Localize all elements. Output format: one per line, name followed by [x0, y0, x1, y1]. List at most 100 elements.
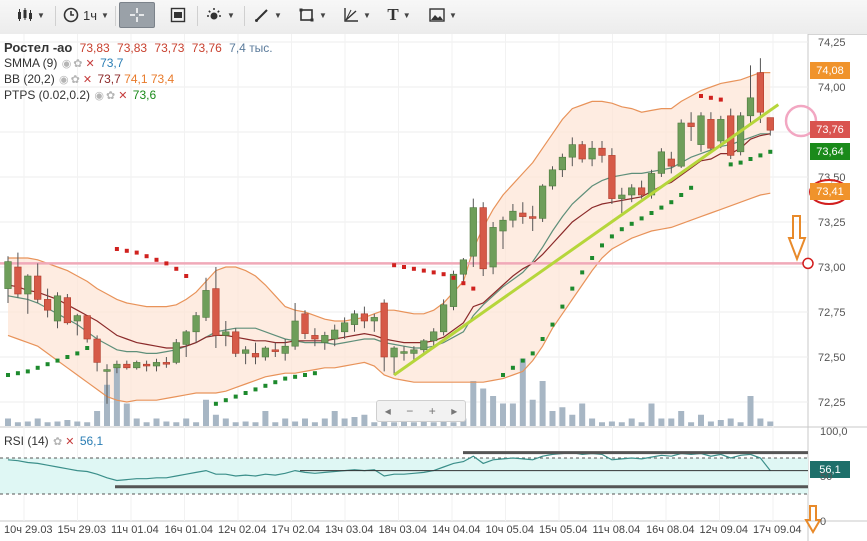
candle[interactable] [439, 304, 448, 333]
candle[interactable] [311, 335, 319, 340]
candle[interactable] [331, 329, 339, 340]
gear-icon[interactable]: ✿ [106, 90, 116, 102]
trend-line[interactable] [393, 103, 780, 377]
candle[interactable] [4, 261, 12, 289]
candle[interactable] [152, 362, 161, 367]
text-tool-button[interactable]: T ▼ [380, 2, 418, 28]
candle[interactable] [123, 363, 131, 369]
candle[interactable] [578, 144, 586, 160]
candle[interactable] [756, 72, 764, 113]
candle[interactable] [618, 194, 626, 199]
candle[interactable] [182, 331, 190, 345]
candle[interactable] [340, 322, 349, 333]
crosshair-button[interactable] [119, 2, 155, 28]
candle[interactable] [261, 347, 270, 358]
candle[interactable] [637, 187, 646, 196]
candle[interactable] [608, 155, 616, 199]
gear-icon[interactable]: ✿ [73, 58, 83, 70]
candle[interactable] [766, 117, 774, 131]
candle[interactable] [489, 227, 497, 268]
candle[interactable] [271, 349, 279, 352]
candle[interactable] [350, 313, 359, 325]
eye-icon[interactable]: ◉ [59, 74, 69, 86]
candle[interactable] [657, 151, 665, 174]
candle[interactable] [697, 115, 705, 145]
candle[interactable] [746, 97, 755, 117]
candle[interactable] [301, 313, 309, 334]
candle[interactable] [667, 158, 675, 167]
zoom-in-button[interactable]: + [428, 404, 436, 418]
close-icon[interactable]: ✕ [85, 58, 95, 70]
scroll-left-button[interactable]: ◂ [384, 404, 391, 418]
candle[interactable] [538, 185, 547, 219]
candle[interactable] [410, 349, 418, 354]
candle[interactable] [548, 169, 557, 187]
candle[interactable] [172, 342, 180, 363]
shape-button[interactable]: ▼ [294, 2, 332, 28]
candle[interactable] [251, 353, 260, 358]
candle[interactable] [677, 122, 685, 167]
candle[interactable] [291, 320, 299, 347]
fibonacci-button[interactable]: ▼ [338, 2, 376, 28]
image-button[interactable]: ▼ [424, 2, 462, 28]
candle[interactable] [628, 187, 636, 196]
candle[interactable] [390, 347, 398, 358]
candle[interactable] [717, 119, 725, 142]
candle[interactable] [83, 315, 91, 340]
close-icon[interactable]: ✕ [65, 436, 75, 448]
candle[interactable] [212, 288, 220, 336]
candle[interactable] [380, 302, 388, 358]
interval-button[interactable]: 1ч ▼ [60, 2, 112, 28]
candle[interactable] [568, 144, 576, 158]
candle[interactable] [598, 147, 606, 156]
candle[interactable] [63, 297, 71, 324]
chart-type-button[interactable]: ▼ [10, 2, 52, 28]
candle[interactable] [103, 369, 111, 372]
candle[interactable] [113, 363, 121, 369]
candle[interactable] [73, 315, 81, 322]
candle[interactable] [143, 363, 151, 367]
candle[interactable] [232, 331, 240, 354]
candle[interactable] [519, 212, 527, 217]
price-chart[interactable]: 74,2574,0073,7573,5073,2573,0072,7572,50… [0, 34, 867, 541]
candle[interactable] [43, 299, 52, 311]
candle[interactable] [687, 122, 695, 127]
candle[interactable] [162, 362, 171, 365]
candle[interactable] [479, 207, 487, 270]
candle[interactable] [469, 207, 477, 257]
candle[interactable] [321, 335, 329, 343]
candle[interactable] [449, 273, 458, 307]
candle[interactable] [242, 349, 250, 354]
candle[interactable] [202, 290, 210, 318]
candle[interactable] [360, 313, 369, 322]
candle[interactable] [558, 156, 566, 171]
candle[interactable] [707, 119, 715, 149]
candle[interactable] [53, 295, 62, 322]
candle[interactable] [509, 210, 517, 221]
candle[interactable] [133, 362, 141, 369]
candle[interactable] [459, 259, 468, 275]
zoom-out-button[interactable]: − [406, 404, 414, 418]
close-icon[interactable]: ✕ [82, 74, 93, 86]
candle[interactable] [370, 317, 378, 322]
indicators-button[interactable]: ▼ [200, 2, 240, 28]
candle[interactable] [281, 345, 289, 354]
candle[interactable] [529, 216, 537, 219]
candle[interactable] [14, 266, 22, 295]
close-icon[interactable]: ✕ [118, 90, 128, 102]
candle[interactable] [420, 340, 428, 351]
gear-icon[interactable]: ✿ [53, 436, 63, 448]
gear-icon[interactable]: ✿ [70, 74, 80, 86]
frame-button[interactable] [161, 2, 195, 28]
candle[interactable] [588, 147, 596, 160]
draw-line-button[interactable]: ▼ [250, 2, 286, 28]
scroll-right-button[interactable]: ▸ [451, 404, 458, 418]
eye-icon[interactable]: ◉ [94, 90, 104, 102]
candle[interactable] [222, 331, 230, 336]
candle[interactable] [93, 338, 101, 363]
candle[interactable] [192, 315, 200, 333]
candle[interactable] [430, 331, 438, 342]
candle[interactable] [400, 351, 408, 354]
candle[interactable] [499, 219, 507, 232]
eye-icon[interactable]: ◉ [61, 58, 72, 70]
